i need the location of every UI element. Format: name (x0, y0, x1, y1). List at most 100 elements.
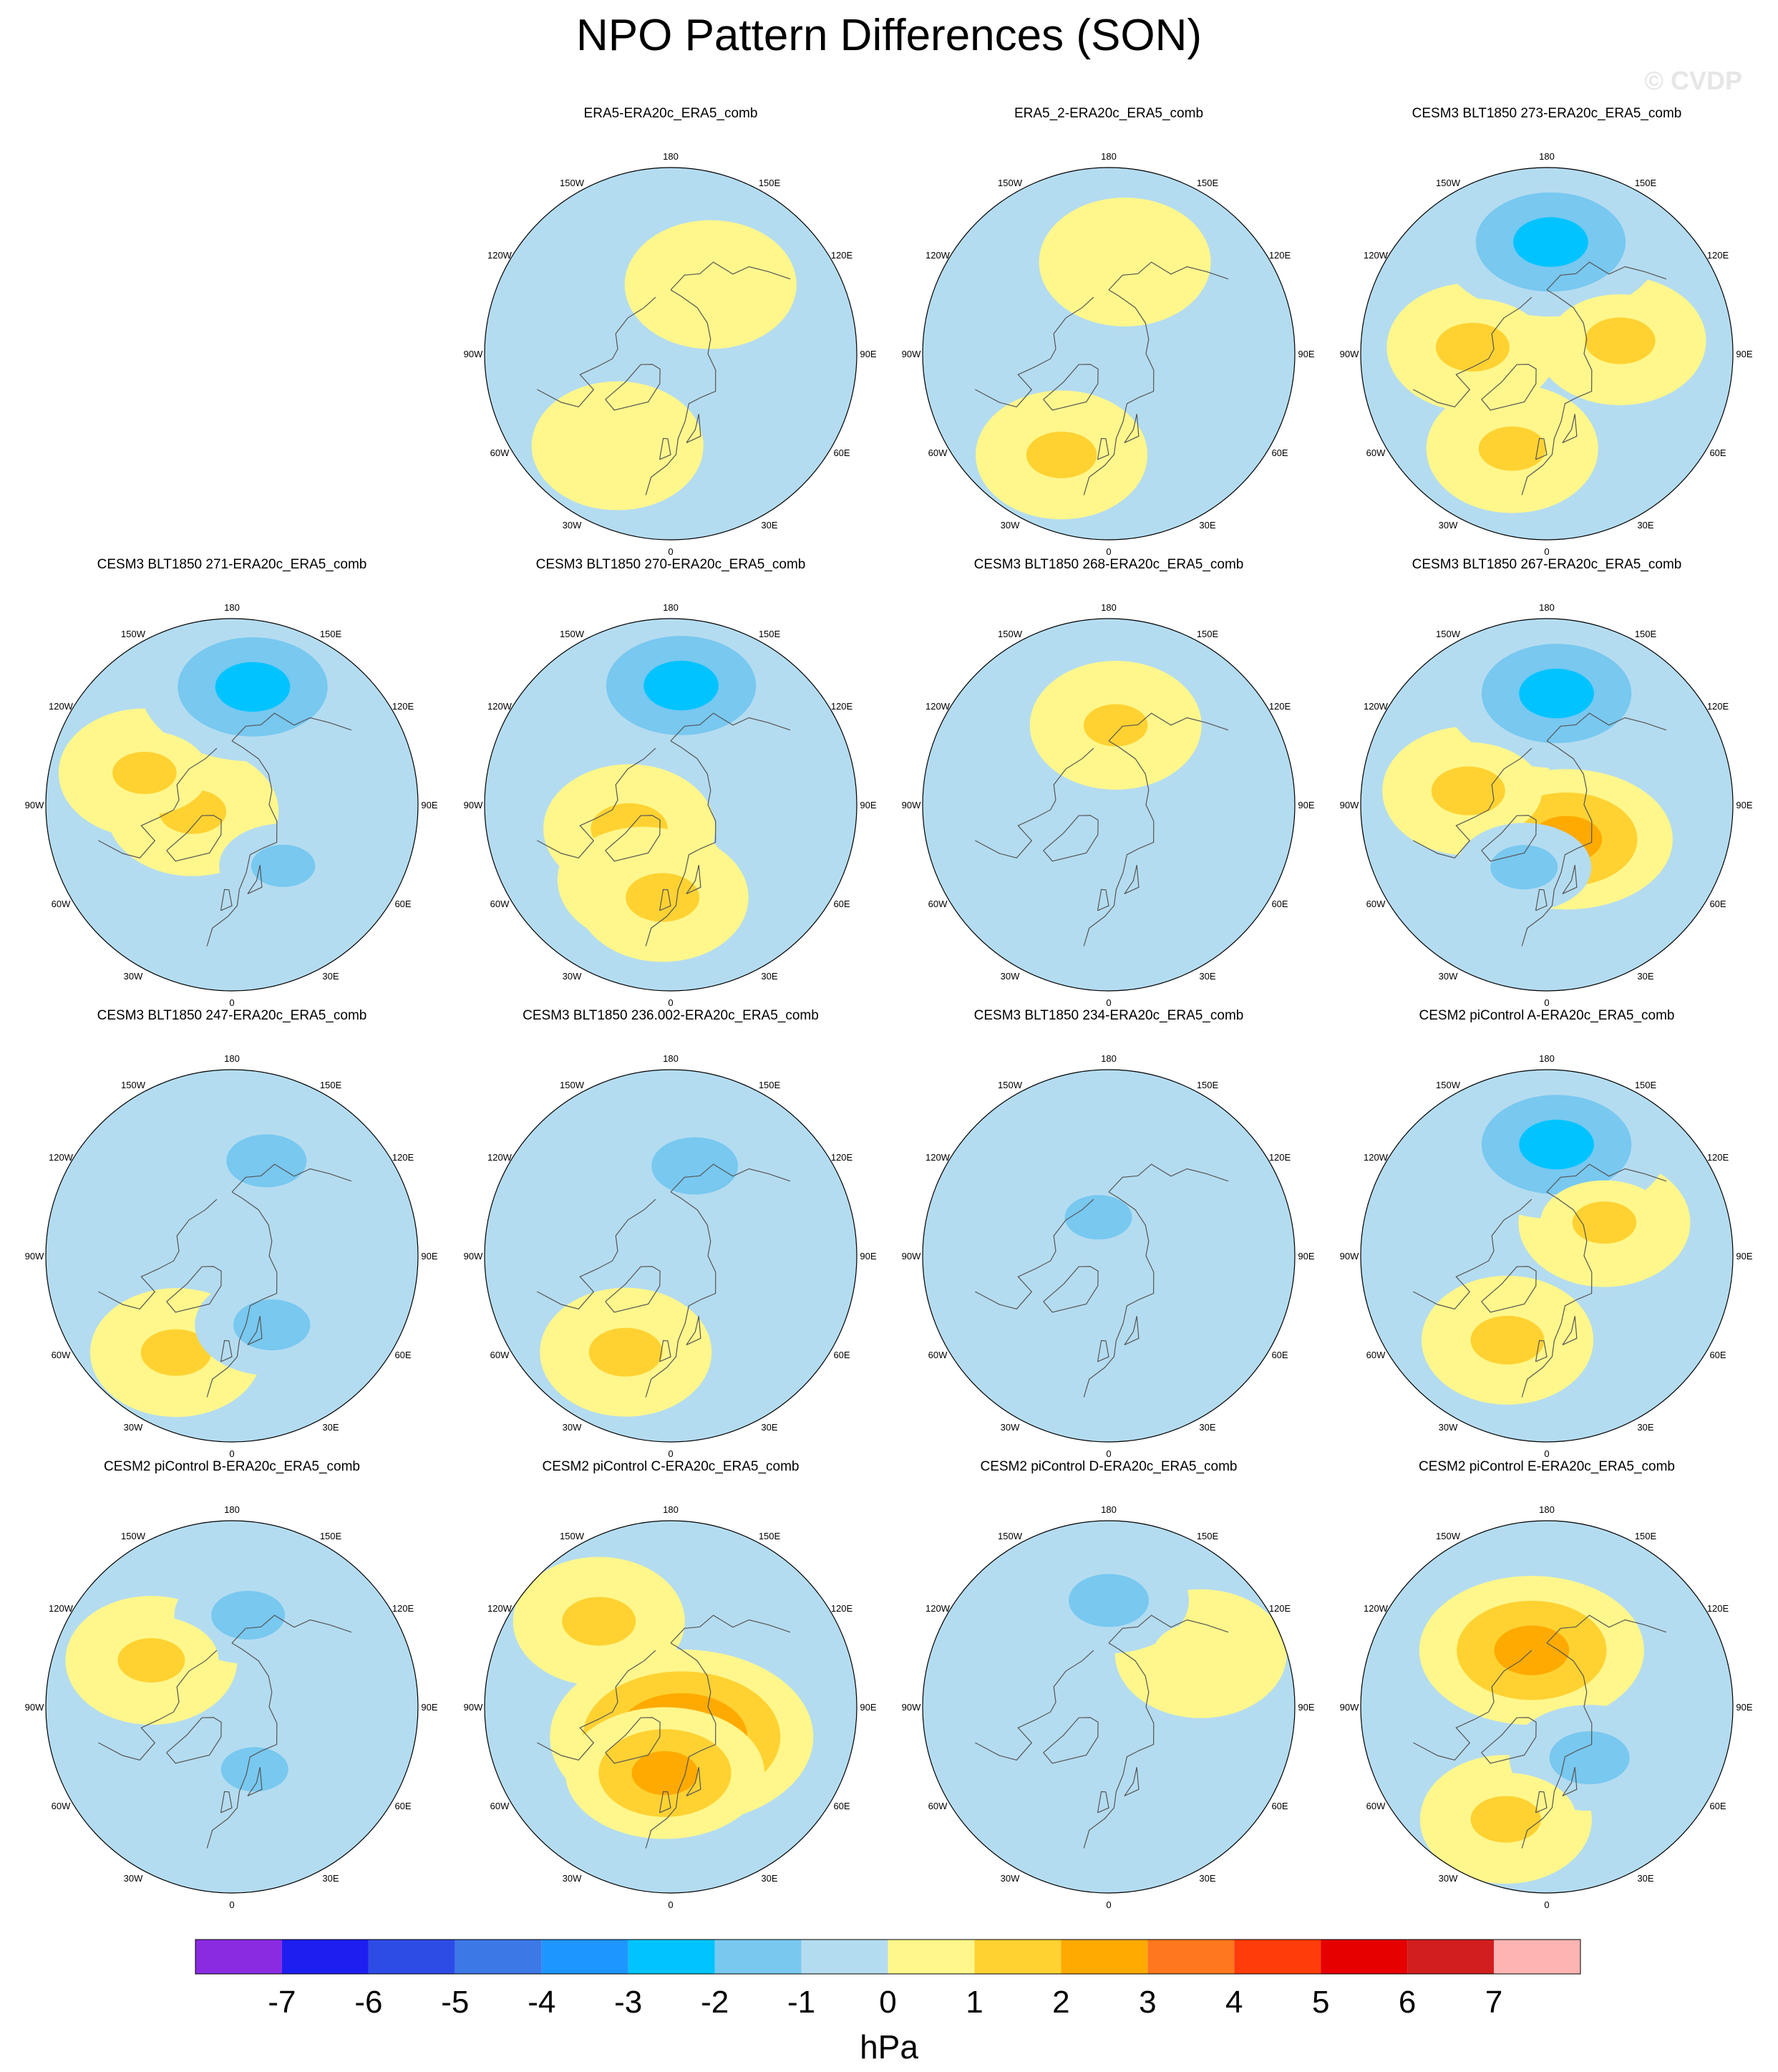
longitude-label: 90E (421, 1251, 437, 1262)
contour-fill (1077, 230, 1173, 294)
polar-map: 180 150E 120E 90E 60E 30E 0 30W 60W 90W 120W 150W (1340, 602, 1753, 1008)
longitude-label: 120W (1364, 701, 1389, 712)
contour-fill (112, 752, 177, 795)
longitude-label: 120W (926, 701, 951, 712)
coastline (670, 712, 791, 742)
coastline (686, 1316, 701, 1345)
colorbar-tick-label: 4 (1225, 1985, 1243, 2020)
longitude-label: 60W (52, 1801, 71, 1811)
colorbar-tick-label: 6 (1399, 1985, 1416, 2020)
longitude-label: 150E (320, 629, 342, 639)
longitude-label: 0 (668, 1899, 673, 1910)
contour-fill (1470, 1315, 1545, 1365)
longitude-label: 90W (464, 349, 483, 359)
longitude-label: 30E (761, 971, 777, 982)
contour-fill (117, 1638, 185, 1683)
polar-map: 180 150E 120E 90E 60E 30E 0 30W 60W 90W 120W 150W (464, 1504, 877, 1910)
coastline (1124, 414, 1140, 443)
contour-fill (1064, 1195, 1132, 1240)
longitude-label: 120E (1707, 701, 1729, 712)
longitude-label: 30E (322, 1873, 339, 1884)
longitude-label: 150W (998, 1080, 1023, 1090)
coastline (1108, 712, 1229, 742)
coastline (1043, 815, 1099, 862)
colorbar-swatch (455, 1940, 542, 1974)
longitude-label: 120E (1707, 1603, 1729, 1614)
longitude-label: 90W (1340, 1251, 1359, 1262)
longitude-label: 90E (1298, 1251, 1314, 1262)
coastline (605, 1266, 661, 1313)
longitude-label: 60E (394, 899, 411, 909)
contour-fill (215, 662, 291, 712)
longitude-label: 120W (49, 1603, 74, 1614)
longitude-label: 30E (1637, 1422, 1653, 1433)
longitude-label: 90E (860, 349, 876, 359)
map-panel: CESM3 BLT1850 247-ERA20c_ERA5_comb 180 150… (17, 1008, 447, 1466)
longitude-label: 0 (1106, 1448, 1111, 1459)
longitude-label: 120W (926, 1152, 951, 1163)
map-border (484, 1520, 858, 1894)
longitude-label: 150E (1635, 1531, 1657, 1541)
colorbar-swatch (1407, 1940, 1495, 1974)
longitude-label: 150W (998, 178, 1023, 188)
contour-fill (1152, 1622, 1249, 1685)
longitude-label: 0 (1544, 1899, 1549, 1910)
longitude-label: 90E (1298, 1702, 1314, 1713)
longitude-label: 30E (1199, 1873, 1215, 1884)
map-background (923, 619, 1295, 991)
contour-fill (566, 412, 669, 480)
coastline (1481, 1717, 1537, 1764)
longitude-label: 120W (1364, 1152, 1389, 1163)
coastline (975, 1650, 1094, 1761)
longitude-label: 150E (759, 178, 781, 188)
longitude-label: 60E (1271, 1350, 1288, 1360)
coastline (1124, 1316, 1140, 1345)
longitude-label: 60W (928, 1801, 948, 1811)
coastline (1546, 1614, 1667, 1644)
longitude-label: 120E (392, 701, 414, 712)
coastline (659, 889, 671, 911)
map-panel: CESM3 BLT1850 267-ERA20c_ERA5_comb 180 150… (1332, 557, 1762, 1015)
coastline (1562, 1316, 1578, 1345)
coastline (537, 747, 656, 858)
colorbar-tick-label: 5 (1312, 1985, 1329, 2020)
longitude-label: 30E (322, 971, 339, 982)
colorbar-tick-label: 7 (1485, 1985, 1502, 2020)
coastline (1521, 740, 1593, 947)
map-border (484, 618, 858, 992)
longitude-label: 30E (322, 1422, 339, 1433)
colorbar-tick-label: 0 (879, 1985, 896, 2020)
coastline (645, 1191, 716, 1398)
coastline (1521, 289, 1593, 495)
longitude-label: 0 (229, 1448, 234, 1459)
colorbar-swatch (541, 1940, 628, 1974)
longitude-label: 30W (1001, 971, 1020, 982)
longitude-label: 180 (1101, 1053, 1117, 1064)
longitude-label: 120E (1269, 1603, 1291, 1614)
longitude-label: 150W (998, 1531, 1023, 1541)
coastline (220, 1340, 233, 1362)
colorbar-frame (195, 1939, 1581, 1975)
watermark: © CVDP (1644, 66, 1742, 95)
colorbar-swatch (1321, 1940, 1408, 1974)
longitude-label: 90W (902, 800, 921, 810)
map-panel: CESM2 piControl A-ERA20c_ERA5_comb 180 150… (1332, 1008, 1762, 1466)
longitude-label: 150E (759, 1080, 781, 1090)
longitude-label: 180 (1539, 1053, 1555, 1064)
contour-fill (651, 1137, 739, 1195)
coastline (231, 1163, 352, 1193)
coastline (1546, 261, 1667, 291)
longitude-label: 90E (1736, 349, 1752, 359)
coastline (220, 889, 233, 911)
colorbar-tick-label: -7 (268, 1985, 296, 2020)
coastline (98, 747, 218, 858)
map-border (922, 618, 1296, 992)
panel-title: CESM3 BLT1850 236.002-ERA20c_ERA5_comb (523, 1008, 819, 1023)
coastline (1108, 1163, 1229, 1193)
coastline (605, 1717, 661, 1764)
contour-fill (1069, 1574, 1149, 1627)
longitude-label: 60E (833, 1801, 850, 1811)
contour-fill (1435, 322, 1510, 372)
colorbar-tick-label: 2 (1052, 1985, 1069, 2020)
longitude-label: 60E (394, 1350, 411, 1360)
